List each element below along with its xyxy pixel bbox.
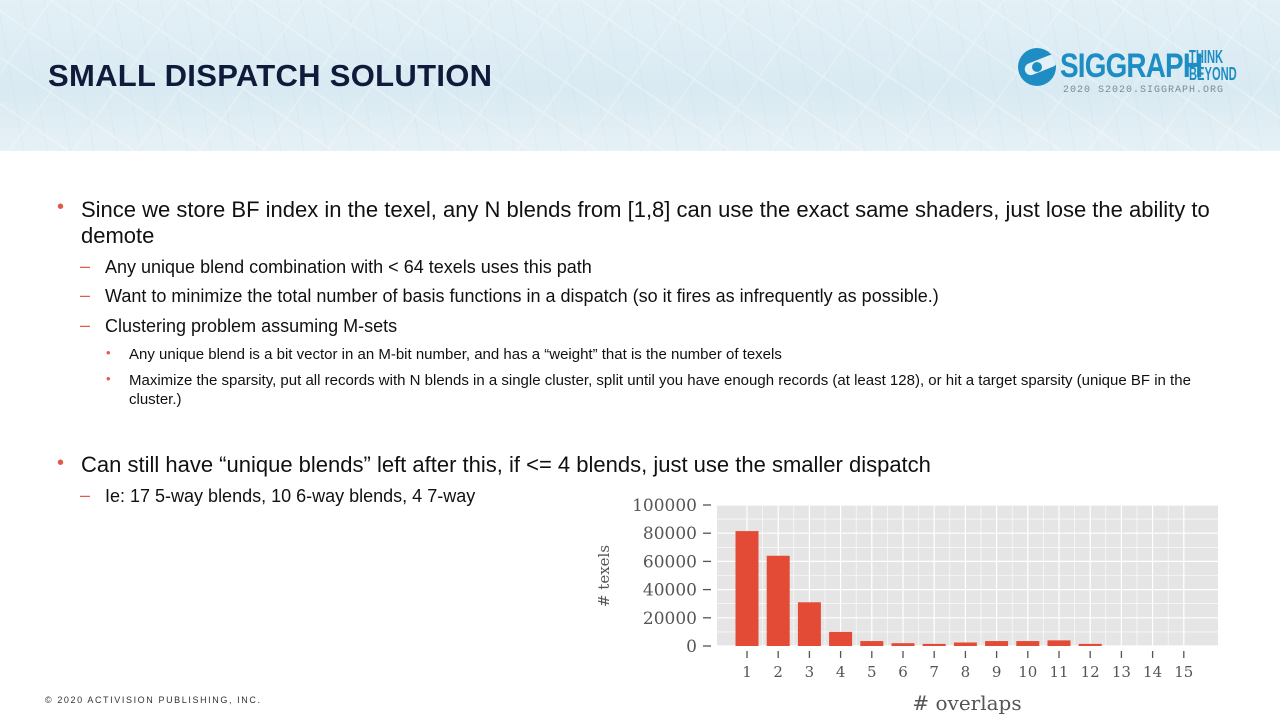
- x-tick-label: 4: [836, 663, 846, 681]
- sub-sub-bullet-marker: •: [106, 345, 111, 360]
- y-tick-label: 80000: [643, 524, 697, 544]
- sub-bullet-1-2: Want to minimize the total number of bas…: [105, 286, 939, 306]
- sub-bullet-1-1: Any unique blend combination with < 64 t…: [105, 257, 592, 277]
- x-tick-label: 14: [1143, 663, 1162, 681]
- x-tick-label: 11: [1049, 663, 1068, 681]
- x-tick-label: 2: [773, 663, 783, 681]
- x-tick-label: 5: [867, 663, 877, 681]
- sub-bullet-2-1: Ie: 17 5-way blends, 10 6-way blends, 4 …: [105, 486, 476, 506]
- sub-bullet-1-3: Clustering problem assuming M-sets: [105, 316, 398, 336]
- bar: [1047, 640, 1071, 646]
- sub-bullet-marker: –: [80, 285, 91, 305]
- bar: [985, 641, 1009, 646]
- y-tick-label: 60000: [643, 552, 697, 572]
- x-tick-label: 6: [898, 663, 908, 681]
- y-tick-label: 20000: [643, 609, 697, 629]
- copyright-footer: © 2020 ACTIVISION PUBLISHING, INC.: [45, 695, 262, 705]
- x-tick-label: 13: [1112, 663, 1131, 681]
- sub-bullet-marker: –: [80, 256, 91, 276]
- siggraph-logo: SIGGRAPH THINK BEYOND 2020 S2020.SIGGRAP…: [1018, 45, 1238, 101]
- sub-bullet-marker: –: [80, 485, 91, 505]
- slide-header: SMALL DISPATCH SOLUTION SIGGRAPH THINK B…: [0, 0, 1280, 151]
- bullet-marker: •: [57, 452, 65, 474]
- bar: [891, 643, 915, 646]
- x-tick-label: 7: [929, 663, 939, 681]
- bar: [1016, 641, 1040, 646]
- bar: [735, 531, 759, 646]
- sub-bullet-marker: –: [80, 315, 91, 335]
- logo-beyond: BEYOND: [1189, 64, 1237, 84]
- bar: [1078, 643, 1102, 646]
- sub-sub-bullet-1-3-2: Maximize the sparsity, put all records w…: [129, 372, 1191, 408]
- logo-think: THINK: [1189, 47, 1224, 67]
- bar: [797, 602, 821, 646]
- sub-sub-bullet-1-3-1: Any unique blend is a bit vector in an M…: [129, 346, 782, 363]
- x-tick-label: 9: [992, 663, 1002, 681]
- bar: [766, 555, 790, 646]
- bullet-marker: •: [57, 196, 65, 218]
- bar: [922, 643, 946, 646]
- logo-subtitle: 2020 S2020.SIGGRAPH.ORG: [1063, 85, 1225, 96]
- x-tick-label: 1: [742, 663, 752, 681]
- bullet-1: Since we store BF index in the texel, an…: [81, 197, 1210, 248]
- y-axis-label: # texels: [595, 545, 613, 607]
- x-axis-label: # overlaps: [912, 691, 1021, 715]
- siggraph-swirl-icon: [1018, 48, 1056, 86]
- map-background-pattern: [0, 0, 1280, 151]
- sub-sub-bullet-marker: •: [106, 371, 111, 386]
- bar: [860, 641, 884, 646]
- y-tick-label: 0: [686, 637, 697, 657]
- x-tick-label: 8: [961, 663, 971, 681]
- y-tick-label: 100000: [632, 496, 697, 516]
- x-tick-label: 15: [1174, 663, 1193, 681]
- logo-wordmark: SIGGRAPH: [1060, 47, 1203, 85]
- bar: [829, 631, 853, 646]
- logo-tagline: THINK BEYOND: [1189, 47, 1237, 84]
- x-tick-label: 12: [1081, 663, 1100, 681]
- bar: [953, 642, 977, 646]
- y-tick-label: 40000: [643, 581, 697, 601]
- bullet-2: Can still have “unique blends” left afte…: [81, 452, 931, 477]
- x-tick-label: 3: [805, 663, 815, 681]
- x-tick-label: 10: [1018, 663, 1037, 681]
- slide-title: SMALL DISPATCH SOLUTION: [48, 58, 493, 93]
